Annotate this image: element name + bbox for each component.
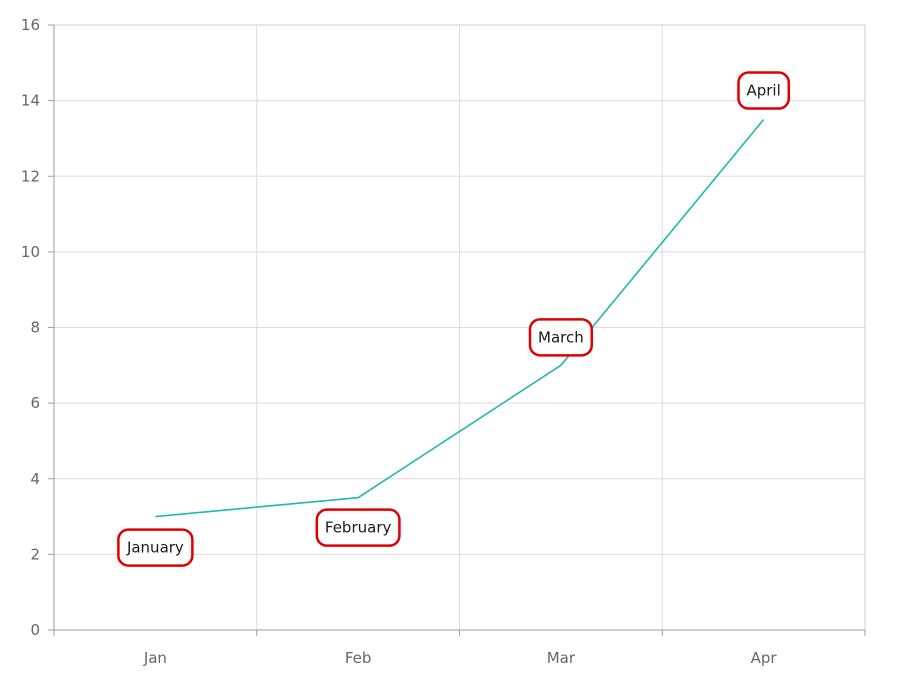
y-tick-label: 16 xyxy=(21,16,40,34)
data-label: March xyxy=(528,318,593,357)
data-label: February xyxy=(315,508,401,547)
data-label-layer: January February March April xyxy=(117,71,791,567)
x-tick-label: Apr xyxy=(751,649,778,667)
x-tick-label: Mar xyxy=(547,649,576,667)
y-tick-label: 4 xyxy=(30,470,40,488)
series-layer xyxy=(155,119,765,518)
data-label-text: April xyxy=(746,82,780,100)
data-label: April xyxy=(737,71,791,110)
data-label-text: March xyxy=(538,328,584,346)
axis-layer: 0 2 4 6 8 10 12 14 16 Jan Feb Mar Apr xyxy=(21,16,866,667)
y-tick-label: 6 xyxy=(30,394,40,412)
y-tick-label: 2 xyxy=(30,545,40,563)
data-label-box xyxy=(737,71,791,110)
y-tick-label: 10 xyxy=(21,243,40,261)
y-tick-label: 12 xyxy=(21,167,40,185)
y-tick-label: 0 xyxy=(30,621,40,639)
series-line xyxy=(155,119,765,518)
y-tick-label: 8 xyxy=(30,319,40,337)
data-label-text: February xyxy=(325,519,392,537)
data-label: January xyxy=(117,528,194,567)
data-label-box xyxy=(117,528,194,567)
y-tick-label: 14 xyxy=(21,92,40,110)
x-tick-label: Feb xyxy=(345,649,372,667)
data-label-text: January xyxy=(126,539,184,557)
x-tick-label: Jan xyxy=(143,649,167,667)
data-label-box xyxy=(315,508,401,547)
data-label-box xyxy=(528,318,593,357)
